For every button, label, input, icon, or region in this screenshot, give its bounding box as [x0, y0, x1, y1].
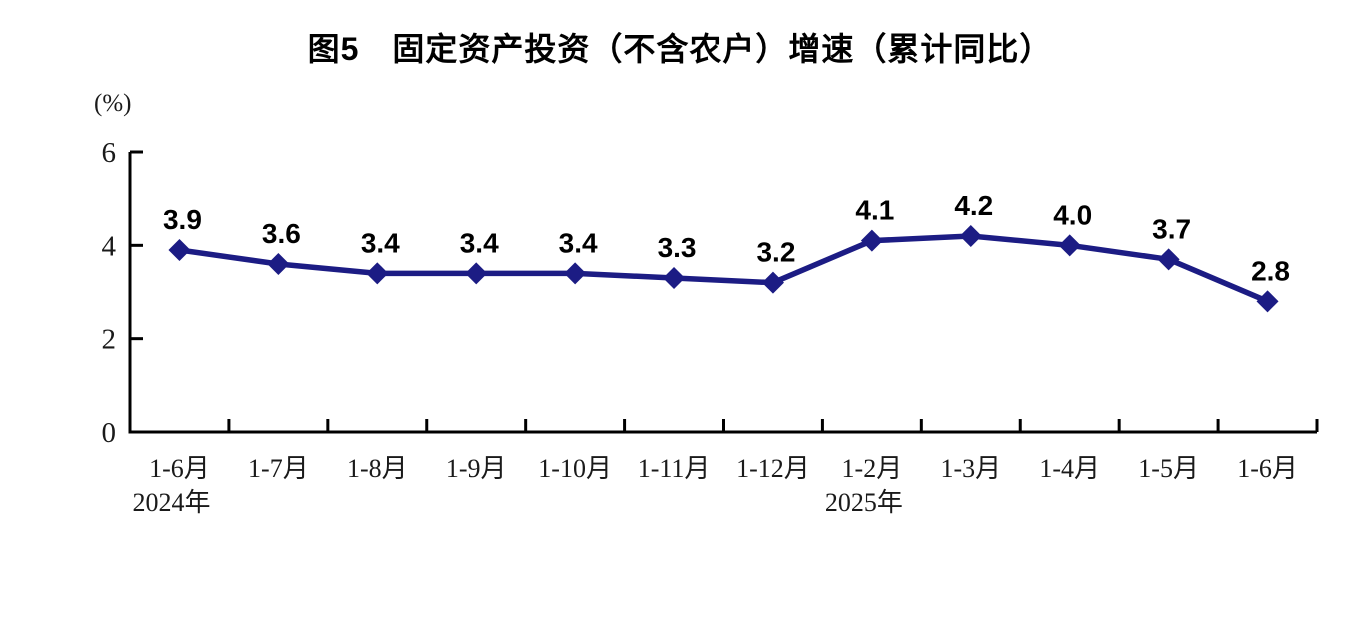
data-point-marker — [564, 262, 587, 285]
y-axis-unit-label: (%) — [94, 90, 132, 117]
data-point-marker — [168, 239, 191, 261]
data-point-label: 3.4 — [361, 227, 400, 258]
x-tick-label: 1-12月 — [736, 454, 810, 483]
chart-title: 图5 固定资产投资（不含农户）增速（累计同比） — [307, 31, 1053, 67]
year-label: 2025年 — [825, 488, 903, 517]
x-tick-label: 1-4月 — [1039, 454, 1100, 483]
x-tick-label: 1-11月 — [638, 454, 711, 483]
y-tick-label: 0 — [102, 417, 117, 449]
data-point-label: 3.9 — [163, 204, 202, 235]
data-point-marker — [1058, 234, 1081, 257]
data-point-marker — [1256, 290, 1279, 313]
data-point-marker — [663, 267, 686, 289]
y-tick-label: 2 — [102, 324, 117, 356]
x-tick-label: 1-7月 — [248, 454, 309, 483]
x-tick-label: 1-6月 — [1237, 454, 1298, 483]
year-label: 2024年 — [132, 488, 210, 517]
data-line — [176, 233, 1271, 305]
y-tick-label: 4 — [102, 230, 117, 262]
data-point-label: 2.8 — [1251, 255, 1290, 286]
x-tick-label: 1-3月 — [940, 454, 1001, 483]
data-point-marker — [959, 225, 982, 247]
data-point-label: 3.4 — [460, 227, 499, 258]
x-tick-label: 1-10月 — [538, 454, 612, 483]
data-point-marker — [761, 271, 784, 294]
data-point-marker — [465, 262, 488, 285]
data-point-label: 4.0 — [1053, 199, 1092, 230]
data-point-label: 3.7 — [1152, 213, 1191, 244]
data-point-label: 3.4 — [559, 227, 598, 258]
x-tick-label: 1-2月 — [842, 454, 903, 483]
data-point-marker — [267, 253, 290, 275]
data-point-marker — [1157, 248, 1180, 271]
data-point-marker — [860, 229, 883, 252]
data-point-label: 4.2 — [954, 190, 993, 221]
x-tick-label: 1-5月 — [1138, 454, 1199, 483]
data-point-marker — [366, 262, 389, 285]
data-point-label: 4.1 — [855, 195, 894, 226]
x-tick-label: 1-8月 — [347, 454, 408, 483]
y-tick-label: 6 — [102, 137, 117, 169]
data-point-label: 3.2 — [756, 237, 795, 268]
data-point-label: 3.3 — [658, 232, 697, 263]
data-point-label: 3.6 — [262, 218, 301, 249]
x-tick-label: 1-9月 — [446, 454, 507, 483]
x-tick-label: 1-6月 — [149, 454, 210, 483]
